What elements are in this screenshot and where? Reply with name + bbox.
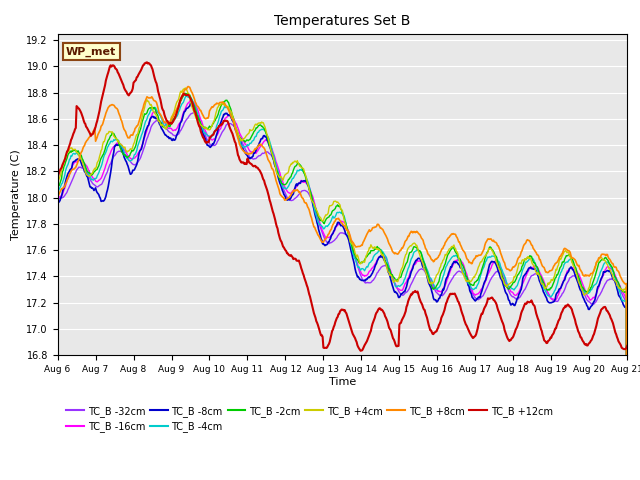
- TC_B +12cm: [623, 343, 631, 348]
- Line: TC_B -2cm: TC_B -2cm: [58, 94, 627, 480]
- TC_B -4cm: [204, 133, 212, 139]
- TC_B -2cm: [572, 265, 580, 271]
- TC_B -4cm: [446, 257, 454, 263]
- TC_B +4cm: [179, 88, 186, 94]
- TC_B -32cm: [446, 279, 454, 285]
- TC_B -8cm: [188, 100, 195, 106]
- TC_B -2cm: [335, 204, 342, 209]
- Line: TC_B -8cm: TC_B -8cm: [58, 103, 627, 480]
- Text: WP_met: WP_met: [66, 47, 116, 57]
- TC_B -4cm: [390, 279, 397, 285]
- TC_B -8cm: [335, 219, 342, 225]
- Line: TC_B -4cm: TC_B -4cm: [58, 96, 627, 480]
- TC_B +4cm: [182, 85, 189, 91]
- TC_B -4cm: [54, 189, 61, 195]
- TC_B -16cm: [572, 266, 580, 272]
- TC_B -16cm: [335, 222, 342, 228]
- TC_B -8cm: [54, 201, 61, 207]
- TC_B +8cm: [335, 216, 342, 221]
- TC_B -8cm: [179, 115, 186, 120]
- TC_B +12cm: [335, 312, 342, 317]
- TC_B +4cm: [446, 246, 454, 252]
- TC_B +8cm: [572, 258, 580, 264]
- TC_B +12cm: [143, 60, 151, 65]
- TC_B +4cm: [335, 200, 342, 206]
- TC_B -2cm: [390, 275, 397, 280]
- TC_B -32cm: [204, 138, 212, 144]
- Line: TC_B +4cm: TC_B +4cm: [58, 88, 627, 480]
- TC_B +12cm: [180, 91, 188, 97]
- X-axis label: Time: Time: [329, 377, 356, 387]
- TC_B -32cm: [190, 110, 198, 116]
- TC_B -2cm: [54, 185, 61, 191]
- TC_B -2cm: [184, 91, 192, 96]
- TC_B +8cm: [204, 115, 212, 121]
- TC_B -16cm: [204, 133, 212, 139]
- TC_B +8cm: [390, 250, 397, 256]
- TC_B +12cm: [447, 291, 454, 297]
- TC_B -8cm: [446, 266, 454, 272]
- TC_B +4cm: [54, 180, 61, 186]
- TC_B -8cm: [204, 143, 212, 148]
- TC_B +12cm: [356, 348, 364, 354]
- Line: TC_B -32cm: TC_B -32cm: [58, 113, 627, 480]
- TC_B -32cm: [179, 124, 186, 130]
- TC_B -32cm: [335, 232, 342, 238]
- TC_B +4cm: [390, 279, 397, 285]
- TC_B -4cm: [182, 93, 190, 99]
- TC_B +12cm: [204, 139, 212, 145]
- TC_B +8cm: [184, 84, 192, 89]
- TC_B -16cm: [54, 194, 61, 200]
- Y-axis label: Temperature (C): Temperature (C): [11, 149, 20, 240]
- Title: Temperatures Set B: Temperatures Set B: [274, 14, 411, 28]
- TC_B -2cm: [179, 95, 186, 100]
- TC_B +12cm: [391, 339, 399, 345]
- Line: TC_B +12cm: TC_B +12cm: [58, 62, 627, 351]
- TC_B -2cm: [446, 248, 454, 254]
- TC_B -32cm: [54, 194, 61, 200]
- TC_B +4cm: [204, 127, 212, 132]
- TC_B -16cm: [446, 269, 454, 275]
- TC_B +8cm: [179, 92, 186, 97]
- TC_B -8cm: [572, 275, 580, 280]
- TC_B -4cm: [335, 210, 342, 216]
- TC_B +8cm: [446, 233, 454, 239]
- TC_B -16cm: [179, 112, 186, 118]
- TC_B -32cm: [572, 274, 580, 279]
- TC_B +12cm: [573, 323, 580, 329]
- TC_B +12cm: [54, 174, 61, 180]
- TC_B -4cm: [179, 100, 186, 106]
- TC_B -16cm: [390, 278, 397, 284]
- TC_B -16cm: [187, 97, 195, 103]
- Line: TC_B +8cm: TC_B +8cm: [58, 86, 627, 480]
- Legend: TC_B -32cm, TC_B -16cm, TC_B -8cm, TC_B -4cm, TC_B -2cm, TC_B +4cm, TC_B +8cm, T: TC_B -32cm, TC_B -16cm, TC_B -8cm, TC_B …: [63, 402, 557, 436]
- TC_B -4cm: [572, 268, 580, 274]
- TC_B -32cm: [390, 278, 397, 284]
- TC_B +8cm: [54, 193, 61, 199]
- TC_B +4cm: [572, 270, 580, 276]
- TC_B -8cm: [390, 288, 397, 293]
- TC_B -2cm: [204, 126, 212, 132]
- Line: TC_B -16cm: TC_B -16cm: [58, 100, 627, 480]
